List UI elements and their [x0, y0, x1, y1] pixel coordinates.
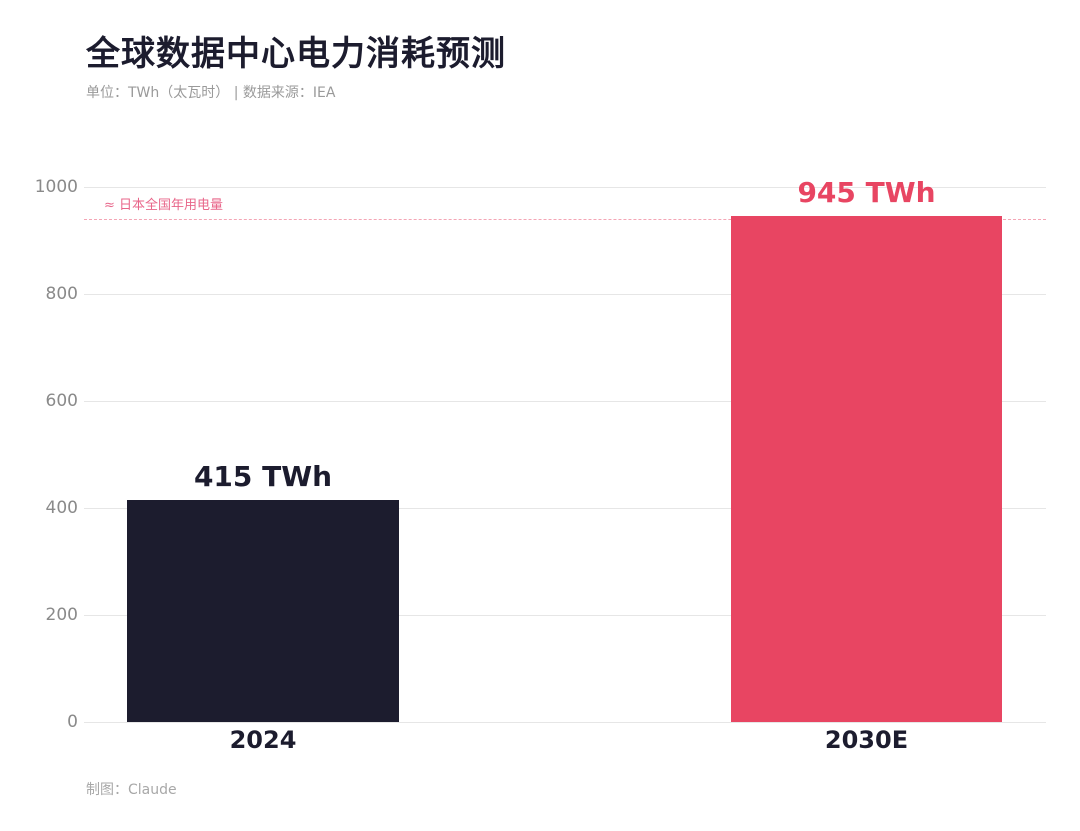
y-tick-label: 0 — [67, 712, 78, 732]
chart-subtitle: 单位：TWh（太瓦时） | 数据来源：IEA — [86, 85, 336, 101]
y-tick-label: 200 — [45, 605, 78, 625]
y-tick-label: 800 — [45, 284, 78, 304]
reference-line — [84, 219, 1046, 220]
value-label-2024: 415 TWh — [193, 460, 333, 493]
x-tick-label: 2024 — [229, 726, 297, 754]
y-tick-label: 600 — [45, 391, 78, 411]
chart-title: 全球数据中心电力消耗预测 — [86, 34, 506, 74]
gridline — [84, 294, 1046, 295]
x-tick-label: 2030E — [824, 726, 909, 754]
gridline — [84, 615, 1046, 616]
reference-line-label: ≈ 日本全国年用电量 — [104, 198, 224, 213]
bar-2030E — [731, 216, 1002, 722]
bar-2024 — [127, 500, 399, 722]
y-tick-label: 1000 — [34, 177, 78, 197]
gridline — [84, 508, 1046, 509]
value-label-2030E: 945 TWh — [797, 176, 936, 209]
gridline — [84, 401, 1046, 402]
gridline — [84, 722, 1046, 723]
y-tick-label: 400 — [45, 498, 78, 518]
chart-credit: 制图：Claude — [86, 782, 177, 798]
gridline — [84, 187, 1046, 188]
